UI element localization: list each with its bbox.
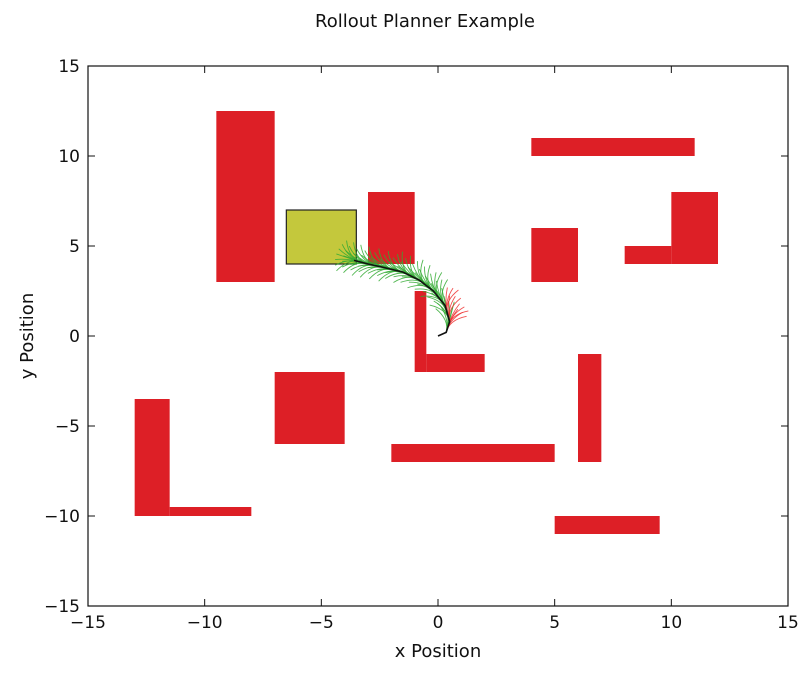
- x-tick-label: 15: [777, 613, 799, 633]
- x-tick-label: 0: [433, 613, 444, 633]
- goal-layer: [285, 209, 357, 265]
- path-layer: [353, 259, 451, 337]
- obstacle-2: [368, 192, 415, 264]
- x-axis-label: x Position: [395, 641, 481, 662]
- obstacle-7: [624, 246, 672, 264]
- obstacle-5: [531, 138, 695, 156]
- y-tick-label: 5: [69, 237, 80, 257]
- obstacle-13: [578, 354, 602, 462]
- obstacle-8: [671, 192, 718, 264]
- obstacle-10: [134, 399, 170, 516]
- obstacle-14: [554, 516, 660, 534]
- y-tick-label: −15: [44, 597, 80, 617]
- chart-title: Rollout Planner Example: [315, 11, 535, 32]
- x-tick-label: −15: [70, 613, 106, 633]
- y-tick-label: −10: [44, 507, 80, 527]
- y-tick-label: 0: [69, 327, 80, 347]
- x-axis: −15 −10 −5 0 5 10 15: [70, 66, 799, 633]
- y-tick-label: 15: [58, 57, 80, 77]
- y-tick-label: −5: [55, 417, 80, 437]
- x-tick-label: 10: [661, 613, 683, 633]
- x-tick-label: −10: [187, 613, 223, 633]
- obstacle-12: [391, 444, 555, 462]
- y-axis: −15 −10 −5 0 5 10 15: [44, 57, 788, 617]
- x-tick-label: −5: [309, 613, 334, 633]
- y-tick-label: 10: [58, 147, 80, 167]
- planned-path: [353, 259, 451, 337]
- obstacle-3: [414, 291, 427, 372]
- obstacle-1: [216, 111, 275, 282]
- obstacle-4: [426, 354, 485, 372]
- y-axis-label: y Position: [17, 293, 38, 379]
- goal-region: [285, 209, 357, 265]
- obstacle-6: [531, 228, 578, 282]
- obstacle-11: [169, 507, 252, 516]
- obstacles-layer: [134, 111, 718, 534]
- x-tick-label: 5: [549, 613, 560, 633]
- obstacle-9: [274, 372, 345, 444]
